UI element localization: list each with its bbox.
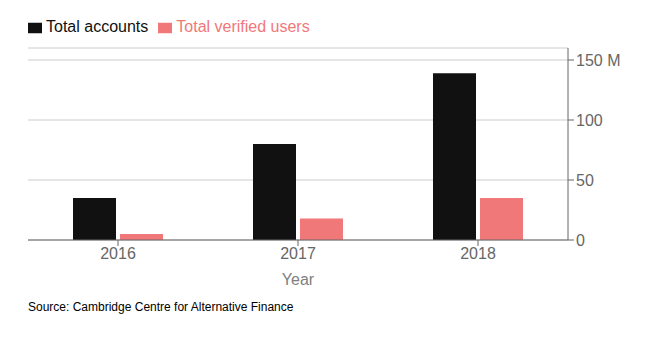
svg-text:Year: Year	[282, 271, 315, 288]
svg-text:50: 50	[576, 172, 594, 189]
html-text:Total accounts: Total accounts	[46, 18, 149, 35]
svg-text:0: 0	[576, 232, 585, 249]
svg-text:150 M: 150 M	[576, 52, 620, 69]
html-text:Total verified users: Total verified users	[176, 18, 310, 35]
svg-text:2017: 2017	[280, 245, 316, 262]
svg-text:2018: 2018	[460, 245, 496, 262]
svg-text:2016: 2016	[100, 245, 136, 262]
html-text:Source: Cambridge Centre for A: Source: Cambridge Centre for Alternative…	[28, 300, 294, 314]
svg-text:100: 100	[576, 112, 603, 129]
